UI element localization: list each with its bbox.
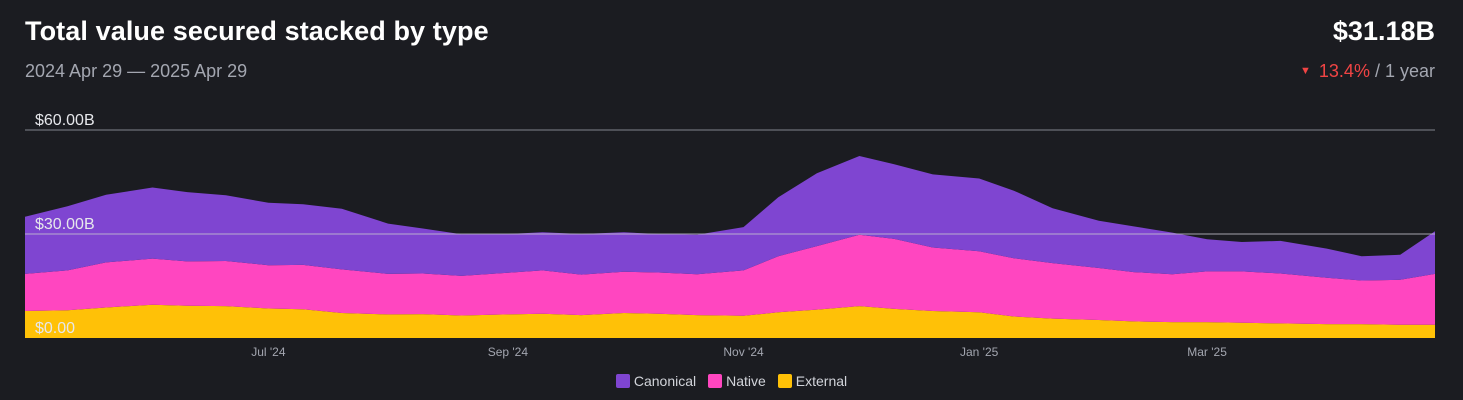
legend: Canonical Native External [0, 373, 1463, 389]
area-native[interactable] [25, 234, 1435, 325]
x-tick-label: Jan '25 [960, 345, 999, 359]
legend-label-external: External [795, 373, 848, 389]
change-percent: 13.4% [1318, 61, 1370, 81]
total-value: $31.18B [1332, 16, 1435, 46]
date-range: 2024 Apr 29 — 2025 Apr 29 [25, 61, 248, 81]
change-period: / 1 year [1374, 61, 1435, 81]
x-tick-label: Jul '24 [251, 345, 286, 359]
grid-group: $0.00 $30.00B $60.00B [25, 112, 1435, 337]
change-indicator: ▼ 13.4% / 1 year [1300, 61, 1435, 82]
area-external[interactable] [25, 304, 1435, 338]
down-arrow-icon: ▼ [1300, 65, 1311, 77]
chart-title: Total value secured stacked by type [25, 16, 489, 46]
x-ticks-group: Jul '24 Sep '24 Nov '24 Jan '25 Mar '25 [251, 345, 1227, 359]
x-tick-label: Nov '24 [723, 345, 764, 359]
legend-item-native[interactable]: Native [708, 373, 766, 389]
legend-swatch-external [777, 374, 792, 388]
legend-item-external[interactable]: External [777, 373, 848, 389]
legend-swatch-native [708, 374, 723, 388]
legend-item-canonical[interactable]: Canonical [615, 373, 697, 389]
y-tick-label: $30.00B [35, 216, 95, 233]
legend-label-canonical: Canonical [633, 373, 697, 389]
x-tick-label: Sep '24 [488, 345, 529, 359]
x-tick-label: Mar '25 [1187, 345, 1227, 359]
area-canonical[interactable] [25, 156, 1435, 281]
y-tick-label: $60.00B [35, 112, 95, 129]
y-tick-label: $0.00 [35, 320, 75, 337]
legend-swatch-canonical [615, 374, 630, 388]
l2beat-watermark: L2BEAT [1322, 276, 1411, 307]
areas-group [25, 156, 1435, 338]
legend-label-native: Native [726, 373, 766, 389]
